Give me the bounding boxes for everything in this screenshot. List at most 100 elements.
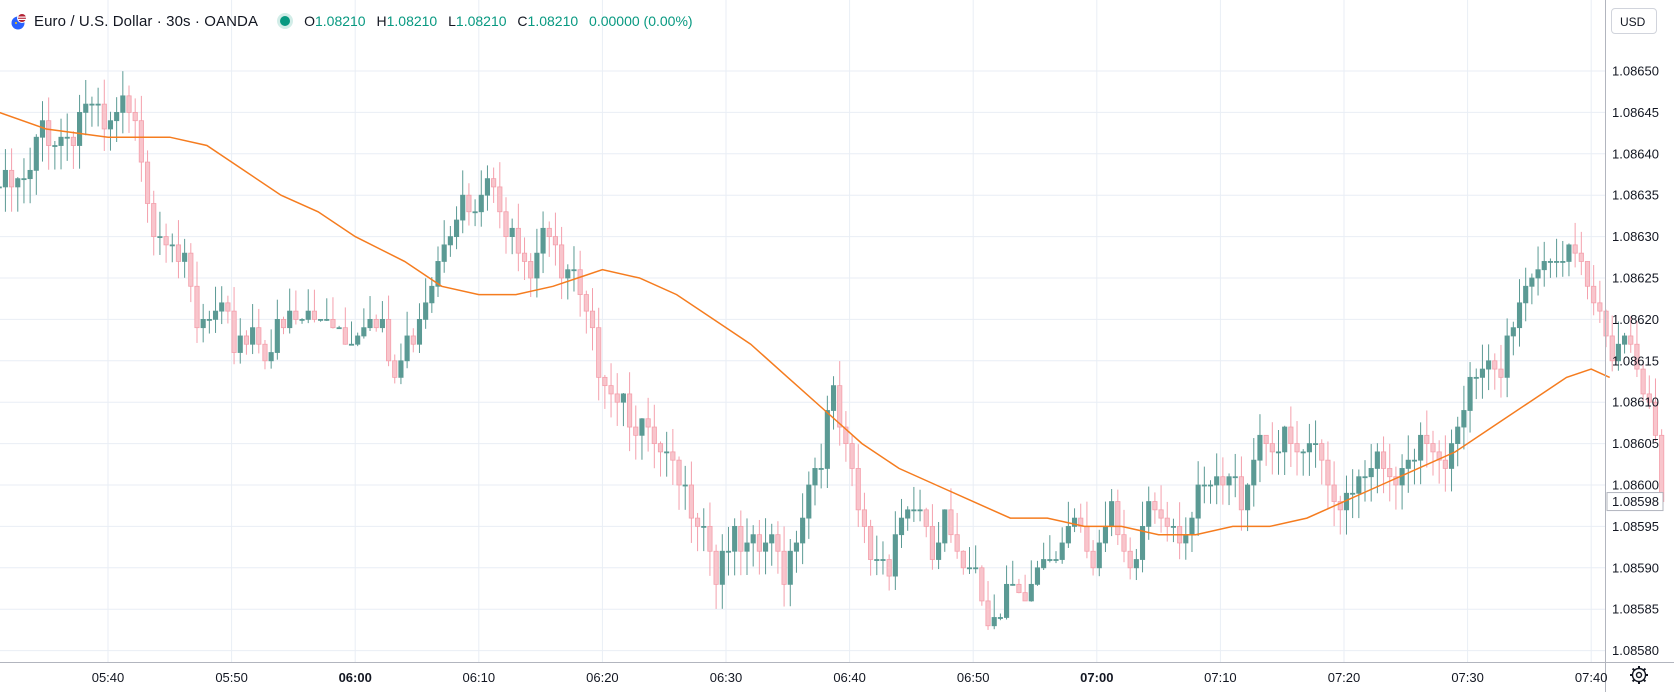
candle [725,526,732,576]
close-label: C [517,13,528,29]
time-tick-label: 06:10 [463,670,496,685]
time-tick-label: 06:30 [710,670,743,685]
candle-body [1041,559,1047,569]
candle [311,289,317,323]
price-axis-labels[interactable]: 1.08650 1.08645 1.08640 1.08635 1.08630 1.086… [1612,64,1659,659]
candle-body [182,252,188,262]
symbol-legend: Euro / U.S. Dollar · 30s · OANDA O1.0821… [10,10,700,32]
candle [466,183,472,226]
candle-body [577,269,583,295]
candle-body [1436,451,1442,461]
candle [744,518,750,576]
candle-body [1059,542,1065,560]
price-tick-label: 1.08635 [1612,188,1659,203]
candle [1158,485,1164,533]
candle [812,457,818,506]
candle-body [1269,443,1275,453]
candle-body [1325,459,1331,486]
candle-body [1238,476,1244,511]
candle [1652,378,1659,442]
candle [243,330,249,355]
candle [1139,501,1146,573]
candle [1195,461,1201,536]
time-tick-label: 06:00 [339,670,372,685]
candle [905,506,911,531]
candle [1584,261,1591,300]
candle-body [571,269,577,272]
candle [120,71,126,134]
candle-body [1640,368,1646,395]
candle-body [1288,426,1294,445]
candle-body [1084,526,1090,552]
candle [929,504,935,570]
time-tick-label: 05:50 [215,670,248,685]
candle-body [101,103,107,130]
time-axis-labels[interactable]: 05:40 05:50 06:00 06:10 06:20 06:30 06:40 06:50… [92,670,1608,685]
candle [849,435,855,487]
candle [1436,440,1442,484]
candle [305,289,311,324]
market-status-icon[interactable] [280,16,291,26]
last-price-marker: 1.08598 [1606,492,1664,512]
candle-body [1313,443,1319,446]
candle-body [1535,269,1541,279]
candle-body [911,509,917,512]
candle-body [1492,360,1498,370]
candle-body [77,112,83,146]
candle [163,223,169,263]
candle [830,376,837,430]
candle-body [738,526,744,552]
candle [379,301,385,333]
candle [1368,444,1374,502]
candle-body [1498,368,1504,378]
candle [83,79,89,136]
candle [552,212,558,266]
candle-body [367,318,373,329]
candle-body [64,136,70,139]
candle-body [521,252,528,262]
symbol-title[interactable]: Euro / U.S. Dollar · 30s · OANDA [34,12,259,30]
candle [1189,511,1195,552]
candle-body [861,509,867,527]
candle-body [608,385,614,395]
candle-body [1016,583,1022,594]
candle-body [2,169,8,188]
candle [1214,453,1220,505]
candle [157,211,163,255]
candle-body [324,318,330,321]
candle [892,511,898,590]
candle [410,328,416,353]
candle [386,295,392,367]
candle-body [206,318,212,321]
candle-body [800,517,806,544]
candle-body [386,318,392,362]
time-tick-label: 07:00 [1080,670,1113,685]
candle [89,96,95,127]
candle [212,286,219,333]
candle [1041,542,1047,570]
candle-body [1109,501,1115,527]
chart-settings-icon[interactable] [1628,664,1650,686]
candle [1004,565,1010,620]
candle [1164,501,1170,542]
candle [762,518,769,575]
candle-body [589,310,596,329]
candle-body [478,194,484,213]
candle-body [1010,583,1016,586]
candle-body [1634,343,1640,370]
low-value: 1.08210 [455,13,507,29]
candle [274,299,280,360]
candle-body [701,526,707,528]
currency-button[interactable]: USD [1611,8,1657,34]
price-tick-label: 1.08580 [1612,643,1659,658]
candle-body [1245,484,1251,511]
candle [645,397,651,452]
candle [1442,435,1448,492]
candle-body [1275,451,1282,454]
candle [151,190,157,256]
candle [861,492,867,544]
candle [589,288,596,351]
candle [1059,527,1065,564]
candle [194,261,200,343]
